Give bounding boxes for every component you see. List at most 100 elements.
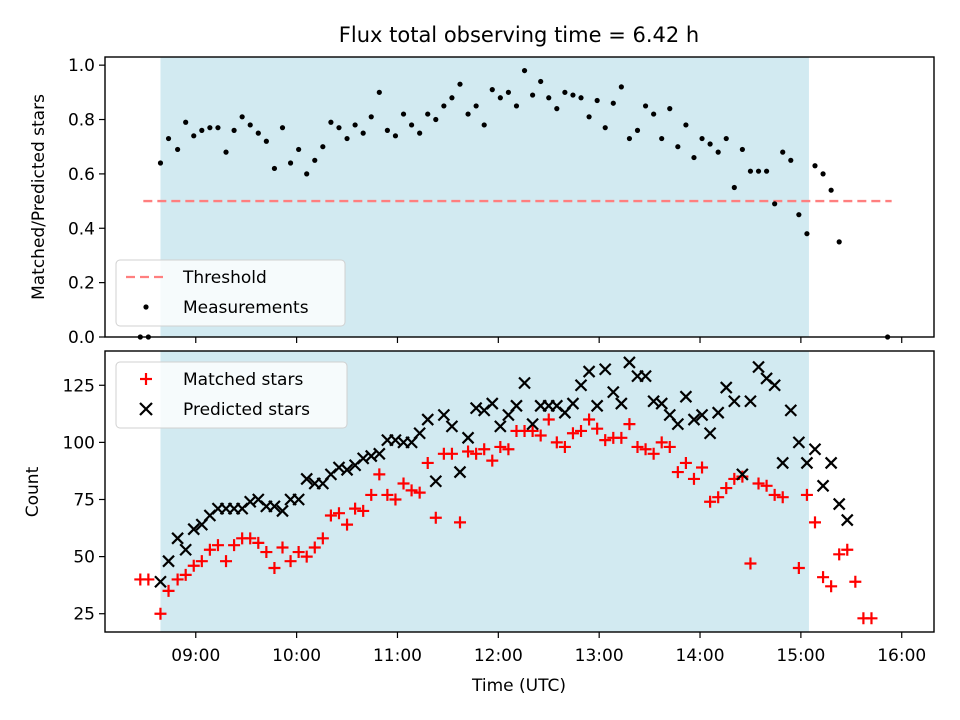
predicted-star-point (340, 463, 354, 477)
measurement-point (812, 163, 818, 169)
matched-star-point (736, 470, 749, 483)
y-tick-label: 0.6 (68, 165, 95, 185)
matched-star-point (381, 488, 394, 501)
predicted-star-point (679, 390, 693, 403)
predicted-star-point (187, 522, 201, 536)
matched-star-point (268, 562, 281, 575)
matched-star-point (203, 543, 216, 556)
predicted-star-point (800, 456, 814, 470)
measurement-point (739, 146, 745, 153)
measurement-point (667, 106, 673, 112)
measurement-point (562, 89, 568, 95)
measurement-point (175, 146, 181, 153)
matched-star-point (841, 543, 854, 556)
predicted-star-point (292, 493, 305, 506)
predicted-stars-points (154, 356, 854, 589)
measurement-point (755, 168, 762, 174)
measurement-point (352, 122, 358, 128)
matched-star-point (195, 555, 208, 568)
x-tick-label: 16:00 (877, 646, 926, 666)
matched-star-point (324, 509, 337, 522)
predicted-star-point (566, 397, 580, 410)
matched-star-point (575, 424, 588, 437)
y-tick-label: 0.4 (68, 219, 95, 239)
matched-star-point (276, 541, 289, 554)
measurement-point (747, 168, 754, 174)
predicted-star-point (518, 376, 531, 390)
x-tick-label: 09:00 (171, 646, 220, 666)
measurement-point (360, 130, 366, 136)
matched-star-point (462, 445, 475, 458)
measurement-point (449, 95, 455, 101)
matched-star-point (154, 607, 167, 620)
matched-star-point (768, 488, 781, 501)
matched-star-point (558, 440, 571, 453)
x-axis-label: Time (UTC) (471, 676, 566, 696)
top-legend: Threshold Measurements (115, 259, 346, 327)
measurement-point (263, 138, 269, 144)
matched-star-point (478, 443, 491, 456)
measurement-point (731, 184, 737, 191)
predicted-star-point (615, 397, 628, 410)
predicted-star-point (485, 397, 499, 410)
measurement-point (231, 127, 237, 133)
legend-measurements-label: Measurements (183, 298, 309, 318)
predicted-star-point (582, 365, 596, 378)
legend-threshold-label: Threshold (182, 268, 267, 288)
measurement-point (312, 157, 318, 163)
predicted-star-point (808, 442, 822, 456)
predicted-star-point (171, 532, 184, 545)
predicted-star-point (607, 385, 620, 399)
measurement-point (392, 133, 399, 139)
measurement-point (546, 95, 552, 101)
matched-star-point (647, 447, 660, 460)
matched-star-point (566, 427, 579, 440)
x-tick-label: 14:00 (676, 646, 725, 666)
measurement-point (165, 135, 172, 142)
measurement-point (247, 122, 253, 128)
measurement-point (723, 135, 729, 142)
matched-star-point (808, 516, 821, 529)
predicted-star-point (703, 426, 717, 440)
measurement-point (441, 103, 447, 109)
measurement-point (296, 146, 302, 153)
predicted-star-point (268, 500, 281, 513)
matched-star-point (792, 562, 805, 575)
legend-matched-swatch (140, 373, 152, 385)
measurement-point (328, 119, 334, 125)
y-tick-label: 25 (73, 605, 95, 625)
measurement-point (513, 103, 520, 109)
matched-star-point (486, 454, 499, 467)
matched-stars-points (134, 413, 878, 625)
measurement-point (425, 111, 431, 117)
matched-star-point (671, 466, 684, 479)
measurement-point (344, 135, 350, 142)
bottom-x-ticks: 09:00 10:00 11:00 12:00 13:00 14:00 15:00 16:00 (171, 632, 926, 666)
matched-star-point (244, 532, 257, 545)
measurement-point (804, 231, 810, 237)
matched-star-point (849, 575, 862, 588)
matched-star-point (776, 491, 789, 504)
x-tick-label: 11:00 (373, 646, 422, 666)
measurement-point (780, 149, 786, 155)
matched-star-point (252, 536, 265, 549)
predicted-star-point (623, 356, 636, 369)
y-tick-label: 0.2 (68, 274, 95, 294)
matched-star-point (349, 502, 362, 515)
predicted-star-point (437, 408, 451, 422)
y-tick-label: 1.0 (68, 56, 95, 76)
matched-star-point (817, 571, 830, 584)
measurement-point (400, 111, 407, 117)
measurement-point (433, 116, 439, 123)
measurement-point (683, 122, 689, 128)
matched-star-point (687, 472, 700, 485)
predicted-star-point (687, 413, 701, 426)
measurement-point (368, 114, 374, 120)
measurement-point (417, 130, 423, 136)
matched-star-point (583, 413, 596, 426)
measurement-point (255, 130, 261, 136)
matched-star-point (429, 511, 442, 524)
measurement-point (796, 212, 802, 218)
measurement-point (215, 125, 221, 131)
predicted-star-point (429, 474, 443, 488)
